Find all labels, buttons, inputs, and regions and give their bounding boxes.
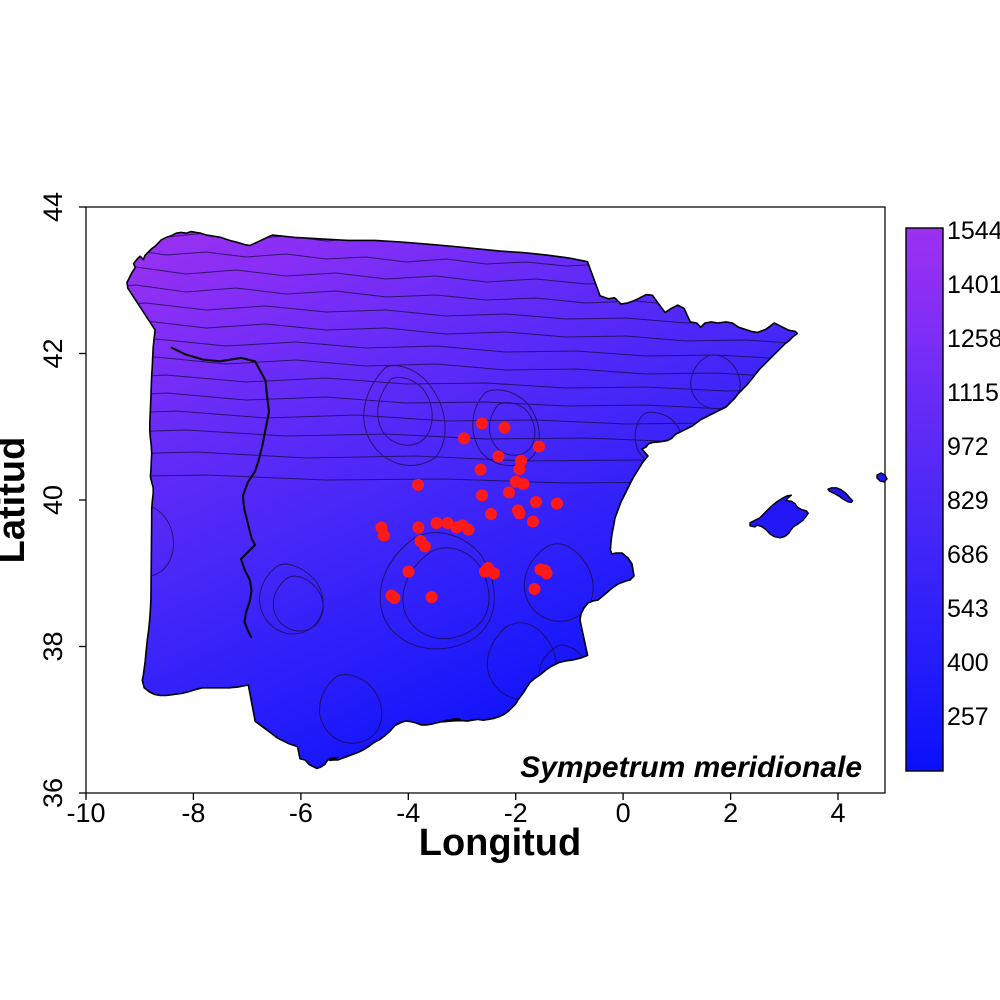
svg-text:-4: -4 (396, 798, 420, 828)
svg-text:Longitud: Longitud (419, 822, 581, 864)
svg-text:36: 36 (38, 778, 68, 808)
svg-text:829: 829 (947, 487, 989, 515)
svg-text:Latitud: Latitud (0, 437, 33, 564)
svg-text:42: 42 (38, 338, 68, 368)
svg-text:40: 40 (38, 485, 68, 515)
svg-text:1258: 1258 (947, 325, 1000, 353)
svg-text:4: 4 (830, 798, 845, 828)
svg-text:44: 44 (38, 192, 68, 222)
svg-text:0: 0 (616, 798, 631, 828)
svg-text:-8: -8 (181, 798, 205, 828)
svg-text:-10: -10 (66, 798, 105, 828)
svg-text:1401: 1401 (947, 271, 1000, 299)
svg-text:Sympetrum meridionale: Sympetrum meridionale (520, 751, 862, 784)
svg-text:257: 257 (947, 703, 989, 731)
svg-text:972: 972 (947, 433, 989, 461)
svg-text:-6: -6 (289, 798, 313, 828)
svg-text:686: 686 (947, 541, 989, 569)
svg-text:400: 400 (947, 649, 989, 677)
svg-text:1544: 1544 (947, 217, 1000, 245)
svg-text:2: 2 (723, 798, 738, 828)
svg-text:38: 38 (38, 631, 68, 661)
svg-text:1115: 1115 (947, 379, 999, 407)
svg-text:543: 543 (947, 595, 989, 623)
